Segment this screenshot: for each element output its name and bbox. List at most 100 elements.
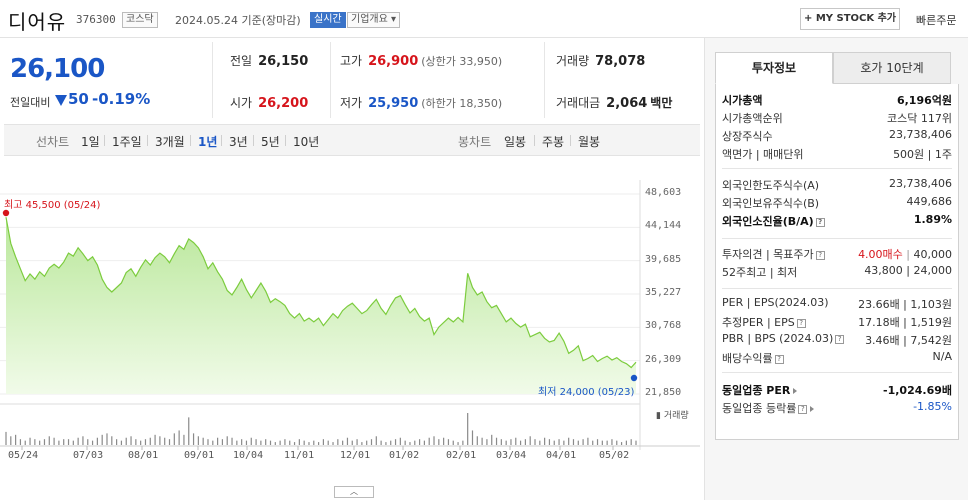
tab-invest-info[interactable]: 투자정보 [715, 52, 833, 84]
volume-bar [39, 440, 41, 445]
quick-order-button[interactable]: 빠른주문 [916, 14, 957, 27]
lower-limit: (하한가 18,350) [421, 97, 503, 110]
tab-1y[interactable]: 1년 [198, 135, 218, 149]
volume-bar [279, 440, 281, 445]
info-value: 코스닥 117위 [887, 110, 952, 126]
divider [212, 42, 213, 118]
candle-chart-label: 봉차트 [458, 135, 492, 149]
help-icon[interactable]: ? [774, 354, 784, 364]
volume-bar [236, 440, 238, 445]
volume-bar [82, 436, 84, 445]
tab-5y[interactable]: 5년 [261, 135, 280, 149]
info-label: 동일업종 등락률? [722, 400, 815, 416]
tab-1d[interactable]: 1일 [81, 135, 100, 149]
tab-1w[interactable]: 1주일 [112, 135, 142, 149]
add-my-stock-button[interactable]: + MY STOCK 추가 [800, 8, 900, 30]
volume-bar [515, 437, 517, 445]
volume-bar [625, 440, 627, 445]
divider [147, 135, 148, 146]
volume-bar [524, 439, 526, 445]
tab-3m[interactable]: 3개월 [155, 135, 185, 149]
current-price: 26,100 [10, 54, 105, 84]
volume-bar [298, 439, 300, 445]
volume-bar [202, 437, 204, 445]
change-label: 전일대비 [10, 96, 51, 109]
help-icon[interactable]: ? [796, 318, 806, 328]
volume-bar [53, 437, 55, 445]
info-row: 동일업종 PER -1,024.69배 [722, 382, 952, 400]
info-value-text: 3.46배 | 7,542원 [865, 334, 952, 347]
volume-bar [15, 434, 17, 445]
change-percent: -0.19% [92, 90, 151, 108]
divider [285, 135, 286, 146]
divider [722, 372, 952, 373]
x-tick-label: 04/01 [546, 450, 577, 461]
info-label: 외국인보유주식수(B) [722, 195, 819, 211]
volume-bar [404, 440, 406, 445]
tab-10y[interactable]: 10년 [293, 135, 320, 149]
price-chart[interactable]: 최고 45,500 (05/24) 최저 24,000 (05/23) ▮ 거래… [0, 160, 700, 500]
help-icon[interactable]: ? [835, 334, 845, 344]
volume-bar [572, 439, 575, 445]
open-price: 시가 26,200 [230, 94, 308, 111]
help-icon[interactable]: ? [798, 404, 808, 414]
down-triangle-icon [55, 95, 67, 106]
info-row: PBR | BPS (2024.03)? 3.46배 | 7,542원 [722, 332, 952, 350]
prev-close: 전일 26,150 [230, 52, 308, 69]
high-value: 26,900 [368, 54, 419, 69]
high-marker [2, 209, 10, 217]
volume-bar [346, 437, 349, 445]
volume-bar [519, 440, 522, 445]
info-value-text: -1.85% [913, 400, 952, 413]
volume-bar [423, 440, 425, 445]
help-icon[interactable]: ? [815, 217, 825, 227]
divider [221, 135, 222, 146]
info-row: 배당수익률? N/A [722, 350, 952, 368]
volume-bar [269, 440, 272, 445]
arrow-right-icon[interactable] [793, 388, 798, 394]
volume-bar [255, 439, 257, 445]
info-value: -1,024.69배 [883, 382, 952, 398]
volume-bar [361, 442, 363, 445]
volume-bar [183, 434, 185, 445]
volume-bar [443, 437, 445, 445]
help-icon[interactable]: ? [815, 250, 825, 260]
info-label: 상장주식수 [722, 128, 773, 144]
tab-orderbook[interactable]: 호가 10단계 [833, 52, 951, 84]
volume-bar [221, 439, 224, 445]
volume-bar [284, 439, 286, 445]
volume-bar [289, 440, 291, 445]
amount-label: 거래대금 [556, 96, 601, 110]
company-overview-dropdown[interactable]: 기업개요 ▾ [347, 12, 400, 28]
divider [544, 42, 545, 118]
divider [722, 168, 952, 169]
tab-monthly[interactable]: 월봉 [578, 135, 601, 149]
volume-bar [356, 439, 358, 445]
divider [570, 135, 571, 146]
volume-bar [250, 437, 252, 445]
volume-bar [96, 437, 98, 445]
tab-weekly[interactable]: 주봉 [542, 135, 565, 149]
info-label: PBR | BPS (2024.03)? [722, 332, 845, 345]
tab-daily[interactable]: 일봉 [504, 135, 527, 149]
collapse-chart-button[interactable]: ︿ [334, 486, 374, 498]
info-row: 외국인소진율(B/A)? 1.89% [722, 213, 952, 231]
info-value: 500원 | 1주 [893, 146, 952, 162]
volume-bar [140, 440, 142, 445]
info-row: 동일업종 등락률? -1.85% [722, 400, 952, 418]
volume-bar [476, 436, 478, 445]
volume-bar [67, 439, 70, 445]
volume-bar [529, 436, 531, 445]
stock-header: 디어유 376300 코스닥 2024.05.24 기준(장마감) 실시간 기업… [0, 0, 968, 38]
volume-bar [620, 442, 623, 445]
volume-bar [452, 440, 454, 445]
realtime-button[interactable]: 실시간 [310, 12, 346, 28]
y-tick-label: 48,603 [645, 187, 682, 198]
volume-bar [616, 440, 618, 445]
high-annotation: 최고 45,500 (05/24) [4, 200, 101, 211]
info-label: PER | EPS(2024.03) [722, 296, 829, 309]
arrow-right-icon[interactable] [810, 406, 815, 412]
trade-amount: 거래대금 2,064 백만 [556, 94, 672, 111]
info-label-text: PBR | BPS (2024.03) [722, 332, 834, 345]
tab-3y[interactable]: 3년 [229, 135, 248, 149]
